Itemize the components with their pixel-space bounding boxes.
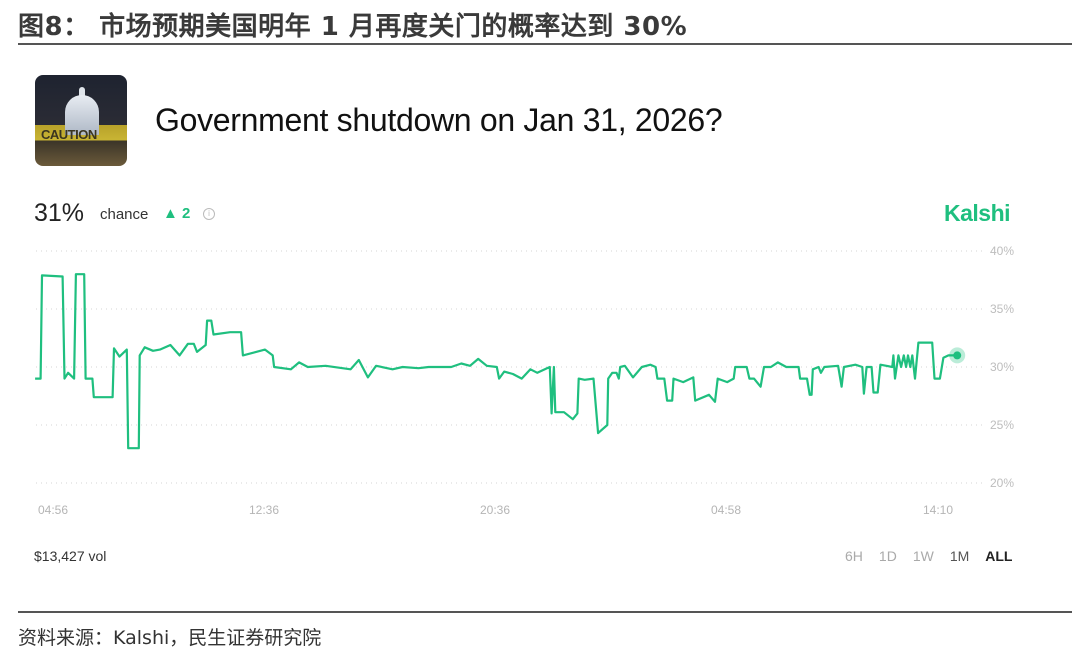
x-tick-label: 20:36: [480, 503, 510, 517]
y-tick-label: 25%: [990, 418, 1014, 432]
x-tick-label: 04:58: [711, 503, 741, 517]
capitol-spire: [79, 87, 85, 99]
info-icon[interactable]: i: [203, 208, 215, 220]
report-title: 图8： 市场预期美国明年 1 月再度关门的概率达到 30%: [18, 12, 688, 42]
x-tick-label: 12:36: [249, 503, 279, 517]
y-tick-label: 40%: [990, 244, 1014, 258]
series-line: [35, 273, 958, 450]
capitol-dome-image: [65, 95, 99, 135]
volume-label: $13,427 vol: [34, 548, 107, 564]
current-point-marker[interactable]: [953, 351, 962, 360]
chance-label: chance: [100, 206, 149, 223]
top-rule: [18, 43, 1072, 45]
range-1m[interactable]: 1M: [949, 548, 970, 564]
bottom-rule: [18, 611, 1072, 613]
market-title[interactable]: Government shutdown on Jan 31, 2026?: [155, 102, 723, 138]
delta-up-value: ▲ 2: [163, 205, 191, 222]
x-tick-label: 14:10: [923, 503, 953, 517]
chance-value: 31%: [34, 199, 85, 227]
x-tick-label: 04:56: [38, 503, 68, 517]
source-note: 资料来源：Kalshi，民生证券研究院: [18, 627, 322, 649]
range-selector: 6H 1D 1W 1M ALL: [845, 548, 1028, 564]
range-1w[interactable]: 1W: [912, 548, 934, 564]
range-6h[interactable]: 6H: [845, 548, 863, 564]
y-tick-label: 20%: [990, 476, 1014, 490]
range-1d[interactable]: 1D: [878, 548, 897, 564]
range-all[interactable]: ALL: [985, 548, 1013, 564]
kalshi-logo[interactable]: Kalshi: [944, 200, 1011, 226]
caution-tape-text: CAUTION: [41, 127, 97, 142]
market-thumbnail: CAUTION: [35, 75, 127, 166]
y-tick-label: 30%: [990, 360, 1014, 374]
y-tick-label: 35%: [990, 302, 1014, 316]
